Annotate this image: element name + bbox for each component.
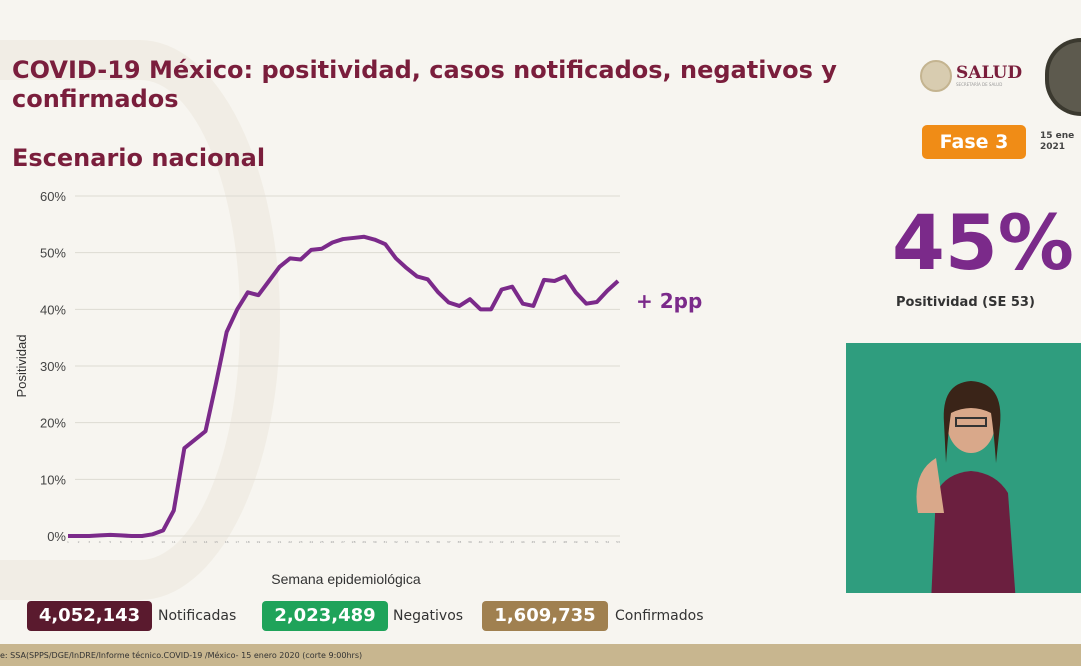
x-tick-label: 33 — [405, 540, 409, 544]
y-tick-label: 0% — [47, 529, 66, 544]
x-tick-label: 39 — [468, 540, 472, 544]
x-tick-label: 17 — [235, 540, 239, 544]
x-tick-label: 32 — [394, 540, 398, 544]
positivity-line — [68, 234, 620, 538]
x-tick-label: 28 — [352, 540, 356, 544]
x-tick-label: 31 — [383, 540, 387, 544]
x-tick-label: 38 — [457, 540, 461, 544]
y-axis-label: Positividad — [14, 335, 29, 398]
change-annotation: + 2pp — [636, 289, 702, 313]
x-tick-label: 12 — [182, 540, 186, 544]
x-tick-label: 42 — [500, 540, 504, 544]
x-tick-label: 34 — [415, 540, 419, 544]
total-negativos-label: Negativos — [393, 608, 464, 624]
y-tick-label: 30% — [40, 359, 66, 374]
mexico-2021-logo — [1045, 38, 1081, 116]
positivity-label: Positividad (SE 53) — [896, 295, 1035, 310]
x-tick-label: 21 — [278, 540, 282, 544]
x-tick-label: 44 — [521, 540, 525, 544]
x-tick-label: 11 — [172, 540, 176, 544]
x-tick-label: 49 — [574, 540, 578, 544]
x-tick-label: 26 — [331, 540, 335, 544]
total-confirmados-label: Confirmados — [615, 608, 704, 624]
total-notificadas-value: 4,052,143 — [27, 601, 152, 631]
source-footer: e: SSA(SPPS/DGE/InDRE/Informe técnico.CO… — [0, 644, 1081, 666]
salud-logo-subtext: SECRETARÍA DE SALUD — [956, 82, 1003, 87]
salud-logo-text: SALUD — [956, 63, 1023, 83]
x-tick-label: 16 — [225, 540, 229, 544]
x-tick-label: 1 — [67, 540, 69, 544]
x-axis-label: Semana epidemiológica — [271, 571, 421, 587]
x-tick-label: 14 — [204, 540, 208, 544]
x-tick-label: 2 — [78, 540, 80, 544]
page-title: COVID-19 México: positividad, casos noti… — [12, 56, 837, 113]
date-line-1: 15 ene — [1040, 131, 1075, 141]
x-tick-label: 46 — [542, 540, 546, 544]
x-tick-label: 23 — [299, 540, 303, 544]
x-tick-label: 8 — [141, 540, 143, 544]
y-tick-label: 60% — [40, 189, 66, 204]
x-tick-label: 41 — [489, 540, 493, 544]
y-tick-label: 50% — [40, 246, 66, 261]
x-tick-label: 19 — [256, 540, 260, 544]
x-tick-label: 7 — [131, 540, 133, 544]
x-tick-label: 36 — [436, 540, 440, 544]
x-tick-label: 47 — [553, 540, 557, 544]
total-confirmados-value: 1,609,735 — [482, 601, 608, 631]
x-tick-label: 22 — [288, 540, 292, 544]
salud-logo: SALUD SECRETARÍA DE SALUD — [920, 60, 1022, 92]
total-negativos-value: 2,023,489 — [262, 601, 388, 631]
seal-icon — [920, 60, 952, 92]
y-tick-label: 40% — [40, 302, 66, 317]
x-tick-label: 27 — [341, 540, 345, 544]
x-tick-label: 15 — [214, 540, 218, 544]
x-tick-label: 20 — [267, 540, 271, 544]
x-tick-label: 48 — [563, 540, 567, 544]
x-tick-label: 35 — [426, 540, 430, 544]
x-tick-label: 53 — [616, 540, 620, 544]
x-tick-label: 40 — [479, 540, 483, 544]
positivity-chart: 0%10%20%30%40%50%60%1 2 3 4 5 6 7 8 9 10 11 12 13 14 1… — [14, 189, 702, 587]
x-tick-label: 6 — [120, 540, 122, 544]
x-tick-label: 29 — [362, 540, 366, 544]
x-tick-label: 43 — [510, 540, 514, 544]
sign-language-interpreter-video — [846, 343, 1081, 593]
x-tick-label: 10 — [161, 540, 165, 544]
date-label: 15 ene 2021 — [1040, 131, 1081, 153]
x-tick-label: 18 — [246, 540, 250, 544]
x-tick-label: 4 — [99, 540, 101, 544]
y-tick-label: 20% — [40, 416, 66, 431]
x-tick-label: 25 — [320, 540, 324, 544]
x-tick-label: 37 — [447, 540, 451, 544]
positivity-value: 45% — [892, 198, 1074, 287]
x-tick-label: 51 — [595, 540, 599, 544]
x-tick-label: 5 — [109, 540, 111, 544]
x-tick-label: 30 — [373, 540, 377, 544]
total-notificadas-label: Notificadas — [158, 608, 237, 624]
page-subtitle: Escenario nacional — [12, 144, 266, 172]
y-tick-label: 10% — [40, 472, 66, 487]
date-line-2: 2021 — [1040, 142, 1066, 152]
x-tick-label: 9 — [152, 540, 154, 544]
phase-badge: Fase 3 — [922, 125, 1026, 159]
x-tick-label: 52 — [606, 540, 610, 544]
x-tick-label: 50 — [584, 540, 588, 544]
x-tick-label: 24 — [309, 540, 313, 544]
interpreter-figure — [916, 381, 1016, 593]
x-tick-label: 45 — [531, 540, 535, 544]
x-tick-label: 3 — [88, 540, 90, 544]
x-tick-label: 13 — [193, 540, 197, 544]
